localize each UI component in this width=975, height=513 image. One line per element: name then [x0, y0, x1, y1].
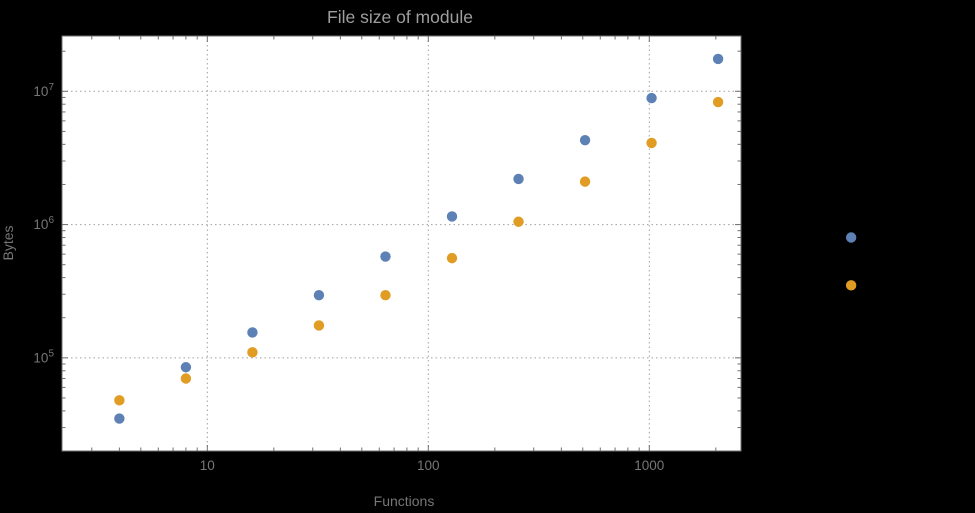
- x-tick-label: 100: [417, 458, 440, 473]
- data-point-orange: [180, 373, 192, 384]
- data-point-orange: [446, 252, 458, 264]
- data-point-blue: [579, 134, 591, 146]
- y-tick-label: 105: [33, 348, 54, 365]
- data-point-orange: [579, 176, 591, 187]
- data-point-orange: [712, 96, 724, 108]
- data-point-orange: [313, 320, 325, 331]
- x-tick-label: 1000: [634, 458, 664, 473]
- data-point-blue: [313, 290, 325, 301]
- x-axis-label: Functions: [374, 493, 435, 509]
- data-point-blue: [646, 92, 657, 104]
- data-point-orange: [646, 137, 657, 149]
- data-point-orange: [114, 395, 125, 406]
- y-axis-label: Bytes: [0, 225, 16, 260]
- data-point-orange: [845, 280, 857, 291]
- plot-frame: [61, 35, 742, 452]
- data-point-blue: [845, 232, 857, 243]
- data-point-blue: [513, 173, 524, 185]
- data-point-blue: [446, 211, 458, 222]
- data-point-blue: [114, 413, 125, 424]
- data-point-orange: [513, 216, 524, 227]
- data-point-blue: [247, 327, 258, 338]
- data-point-blue: [180, 362, 192, 373]
- plot-area: [62, 36, 741, 451]
- plot-layer: 10 100 1000 105 106 107: [33, 35, 857, 473]
- x-tick-label: 10: [200, 458, 215, 473]
- y-tick-label: 106: [33, 215, 54, 232]
- data-point-blue: [380, 251, 391, 262]
- y-tick-label: 107: [33, 82, 54, 99]
- chart-title: File size of module: [327, 7, 473, 27]
- data-point-orange: [247, 347, 258, 358]
- data-point-blue: [712, 53, 724, 65]
- data-point-orange: [380, 290, 391, 301]
